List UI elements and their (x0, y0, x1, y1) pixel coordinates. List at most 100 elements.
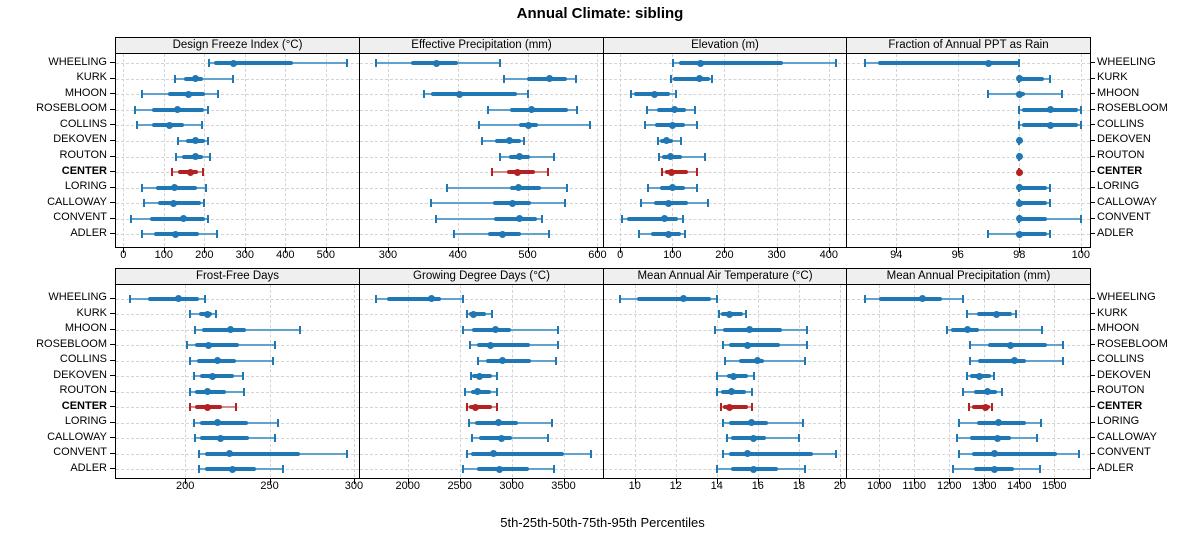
gridline-vertical (620, 54, 622, 246)
panel-3 (846, 53, 1091, 248)
gridline-horizontal (604, 78, 846, 80)
gridline-vertical (407, 285, 409, 477)
whisker-cap-5th (174, 74, 177, 83)
x-axis-tick-label: 400 (276, 249, 295, 261)
median-dot (186, 168, 194, 176)
station-label-right: CENTER (1097, 399, 1143, 412)
median-dot (975, 372, 983, 380)
median-dot (469, 310, 477, 318)
station-label-right: COLLINS (1097, 353, 1145, 365)
whisker-cap-95th (491, 310, 494, 318)
x-axis-tick-label: 0 (617, 249, 624, 261)
median-dot (203, 388, 211, 395)
iqr-box-25th-75th (1019, 201, 1047, 206)
median-dot (746, 326, 754, 333)
whisker-cap-95th (495, 387, 498, 396)
median-dot (993, 434, 1001, 442)
station-label-left: DEKOVEN (53, 133, 107, 146)
whisker-cap-95th (696, 183, 699, 192)
station-label-left: ROUTON (59, 384, 107, 396)
iqr-box-25th-75th (195, 343, 240, 347)
station-label-right: WHEELING (1097, 291, 1156, 303)
x-axis-tick-label: 250 (260, 480, 279, 492)
station-tick-left (110, 375, 115, 376)
panel-strip: Growing Degree Days (°C) (359, 268, 604, 285)
median-dot (166, 121, 174, 129)
whisker-5th-95th (1019, 217, 1081, 220)
iqr-box-25th-75th (469, 312, 487, 316)
station-tick-right (1090, 328, 1095, 330)
x-axis-tick-label: 100 (1071, 249, 1090, 261)
x-axis-tick-label: 1200 (936, 480, 962, 492)
station-tick-right (1090, 390, 1095, 392)
whisker-cap-95th (1077, 449, 1080, 458)
station-label-left: ADLER (70, 226, 107, 239)
whisker-cap-95th (214, 310, 217, 318)
whisker-cap-5th (185, 341, 188, 349)
gridline-horizontal (847, 298, 1090, 300)
station-tick-left (110, 171, 115, 173)
whisker-cap-95th (547, 434, 550, 442)
gridline-vertical (675, 285, 677, 477)
iqr-box-25th-75th (969, 436, 1011, 440)
whisker-cap-5th (423, 90, 426, 99)
whisker-cap-95th (835, 59, 838, 68)
median-dot (669, 184, 677, 192)
whisker-cap-95th (215, 230, 218, 239)
whisker-cap-95th (589, 121, 592, 130)
whisker-cap-95th (590, 449, 593, 458)
median-dot (498, 357, 506, 364)
gridline-vertical (1054, 285, 1056, 477)
gridline-horizontal (116, 140, 359, 142)
whisker-cap-95th (499, 59, 502, 68)
gridline-horizontal (847, 78, 1090, 80)
whisker-cap-95th (207, 136, 210, 145)
iqr-box-25th-75th (1019, 76, 1044, 81)
station-label-right: MHOON (1097, 86, 1140, 99)
gridline-vertical (204, 54, 206, 246)
median-dot (750, 434, 758, 442)
whisker-cap-5th (721, 418, 724, 427)
station-label-left: CALLOWAY (47, 430, 107, 443)
whisker-cap-95th (744, 310, 747, 318)
gridline-horizontal (847, 156, 1090, 158)
iqr-box-25th-75th (200, 374, 235, 378)
x-axis-tick (527, 248, 529, 253)
station-label-left: ROSEBLOOM (36, 102, 107, 115)
whisker-cap-5th (724, 356, 726, 365)
whisker-cap-5th (446, 183, 449, 192)
x-axis-tick-label: 1300 (972, 480, 997, 492)
whisker-cap-95th (556, 341, 559, 349)
x-axis-tick (839, 479, 841, 484)
median-dot (170, 184, 178, 192)
median-dot (663, 137, 671, 145)
whisker-cap-5th (719, 403, 722, 411)
chart-title: Annual Climate: sibling (516, 5, 684, 22)
x-axis-tick (1054, 479, 1056, 484)
x-axis-tick (879, 479, 881, 484)
iqr-box-25th-75th (627, 216, 679, 221)
station-label-right: DEKOVEN (1097, 368, 1151, 381)
station-tick-left (110, 62, 115, 64)
median-dot (994, 419, 1002, 426)
whisker-cap-95th (993, 372, 996, 380)
x-axis-tick (896, 248, 898, 253)
x-axis-tick-label: 94 (890, 249, 903, 261)
whisker-cap-5th (713, 325, 716, 334)
station-tick-left (110, 452, 115, 454)
whisker-cap-95th (991, 403, 994, 411)
whisker-cap-95th (962, 294, 965, 303)
whisker-cap-95th (1049, 230, 1051, 239)
x-axis-tick-label: 10 (628, 480, 641, 492)
median-dot (750, 465, 758, 473)
whisker-cap-5th (717, 310, 720, 318)
x-axis-tick-label: 2000 (395, 480, 420, 492)
station-label-right: ROUTON (1097, 384, 1145, 396)
whisker-cap-95th (1049, 183, 1051, 192)
x-axis-tick-label: 300 (767, 249, 786, 261)
gridline-vertical (269, 285, 271, 477)
iqr-box-25th-75th (722, 405, 748, 409)
whisker-cap-95th (565, 183, 568, 192)
median-dot (748, 419, 756, 426)
x-axis-tick (325, 248, 327, 253)
